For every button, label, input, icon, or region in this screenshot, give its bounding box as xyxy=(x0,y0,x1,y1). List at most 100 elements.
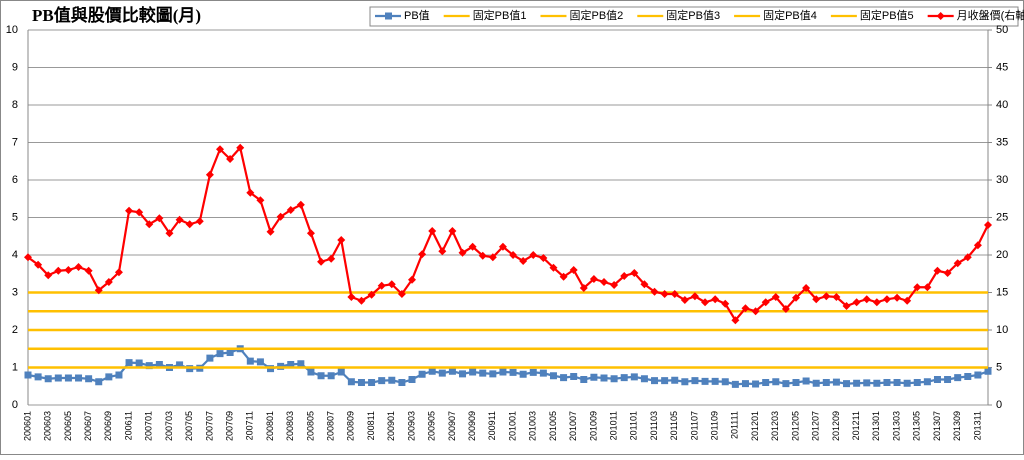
marker xyxy=(135,208,144,217)
marker xyxy=(24,371,32,379)
marker xyxy=(893,379,901,386)
marker xyxy=(448,367,456,375)
marker xyxy=(610,375,618,383)
x-tick-label: 200901 xyxy=(386,411,396,441)
marker xyxy=(832,378,840,386)
marker xyxy=(812,295,821,304)
y-tick-label: 1 xyxy=(12,361,18,373)
chart-title: PB值與股價比較圖(月) xyxy=(32,5,201,25)
marker xyxy=(731,316,740,325)
x-tick-label: 200809 xyxy=(346,411,356,441)
marker xyxy=(660,290,669,298)
x-tick-label: 200609 xyxy=(103,411,113,441)
marker xyxy=(195,217,204,226)
marker xyxy=(428,227,437,235)
marker xyxy=(579,284,588,292)
marker xyxy=(802,377,810,385)
marker xyxy=(519,257,528,265)
marker xyxy=(549,372,557,380)
x-tick-label: 201207 xyxy=(811,411,821,441)
marker xyxy=(853,379,861,387)
marker xyxy=(651,377,659,385)
x-tick-label: 200907 xyxy=(447,411,457,441)
y2-tick-label: 5 xyxy=(996,361,1002,373)
y2-tick-label: 0 xyxy=(996,399,1002,411)
marker xyxy=(368,379,376,386)
marker xyxy=(630,373,638,381)
marker xyxy=(872,298,881,307)
marker xyxy=(85,375,93,383)
y2-tick-label: 10 xyxy=(996,324,1008,336)
marker xyxy=(529,368,537,376)
marker xyxy=(913,283,922,292)
y-tick-label: 9 xyxy=(12,61,18,73)
marker xyxy=(276,212,285,221)
marker xyxy=(761,298,770,307)
x-tick-label: 201307 xyxy=(932,411,942,441)
marker xyxy=(792,293,800,302)
marker xyxy=(165,229,174,238)
marker xyxy=(721,299,730,308)
marker xyxy=(397,290,406,298)
x-tick-label: 201107 xyxy=(689,411,699,440)
marker xyxy=(307,368,315,376)
marker xyxy=(34,373,42,381)
marker xyxy=(883,379,891,386)
x-tick-label: 201303 xyxy=(891,411,901,441)
marker xyxy=(317,372,325,380)
x-tick-label: 201005 xyxy=(548,411,558,441)
marker xyxy=(469,368,477,376)
marker xyxy=(812,379,820,387)
marker xyxy=(933,376,941,383)
marker xyxy=(690,292,699,301)
marker xyxy=(387,280,396,289)
marker xyxy=(327,372,335,380)
marker xyxy=(792,379,800,386)
x-tick-label: 200911 xyxy=(487,411,497,440)
marker xyxy=(216,350,224,358)
x-tick-label: 201109 xyxy=(710,411,720,440)
marker xyxy=(125,206,134,215)
marker xyxy=(337,236,346,244)
x-tick-label: 200703 xyxy=(164,411,174,441)
marker xyxy=(236,143,245,152)
x-tick-label: 201201 xyxy=(750,411,760,441)
marker xyxy=(104,278,113,286)
marker xyxy=(842,302,851,310)
marker xyxy=(882,295,891,304)
marker xyxy=(488,253,497,262)
y2-tick-label: 50 xyxy=(996,24,1008,36)
x-tick-label: 200903 xyxy=(406,411,416,441)
y2-tick-label: 20 xyxy=(996,249,1008,261)
marker xyxy=(145,362,153,370)
marker xyxy=(782,380,790,388)
marker xyxy=(954,374,962,382)
marker xyxy=(681,378,689,386)
x-tick-label: 200709 xyxy=(224,411,234,441)
marker xyxy=(226,349,234,356)
marker xyxy=(489,370,497,378)
marker xyxy=(843,380,851,388)
marker xyxy=(125,359,133,367)
marker xyxy=(691,377,699,385)
y2-tick-label: 30 xyxy=(996,174,1008,186)
x-tick-label: 200705 xyxy=(184,411,194,441)
marker xyxy=(984,221,992,229)
marker xyxy=(923,283,932,292)
y-tick-label: 5 xyxy=(12,211,18,223)
marker xyxy=(680,296,689,304)
marker xyxy=(377,281,386,290)
marker xyxy=(175,215,184,224)
marker xyxy=(832,293,841,301)
marker xyxy=(519,370,527,378)
marker xyxy=(266,227,275,236)
marker xyxy=(549,263,558,272)
x-tick-label: 200607 xyxy=(83,411,93,441)
marker xyxy=(620,374,628,382)
marker xyxy=(418,250,427,259)
legend-label: 固定PB值1 xyxy=(473,8,527,22)
marker xyxy=(923,378,931,386)
x-tick-label: 201205 xyxy=(790,411,800,441)
marker xyxy=(903,379,911,387)
